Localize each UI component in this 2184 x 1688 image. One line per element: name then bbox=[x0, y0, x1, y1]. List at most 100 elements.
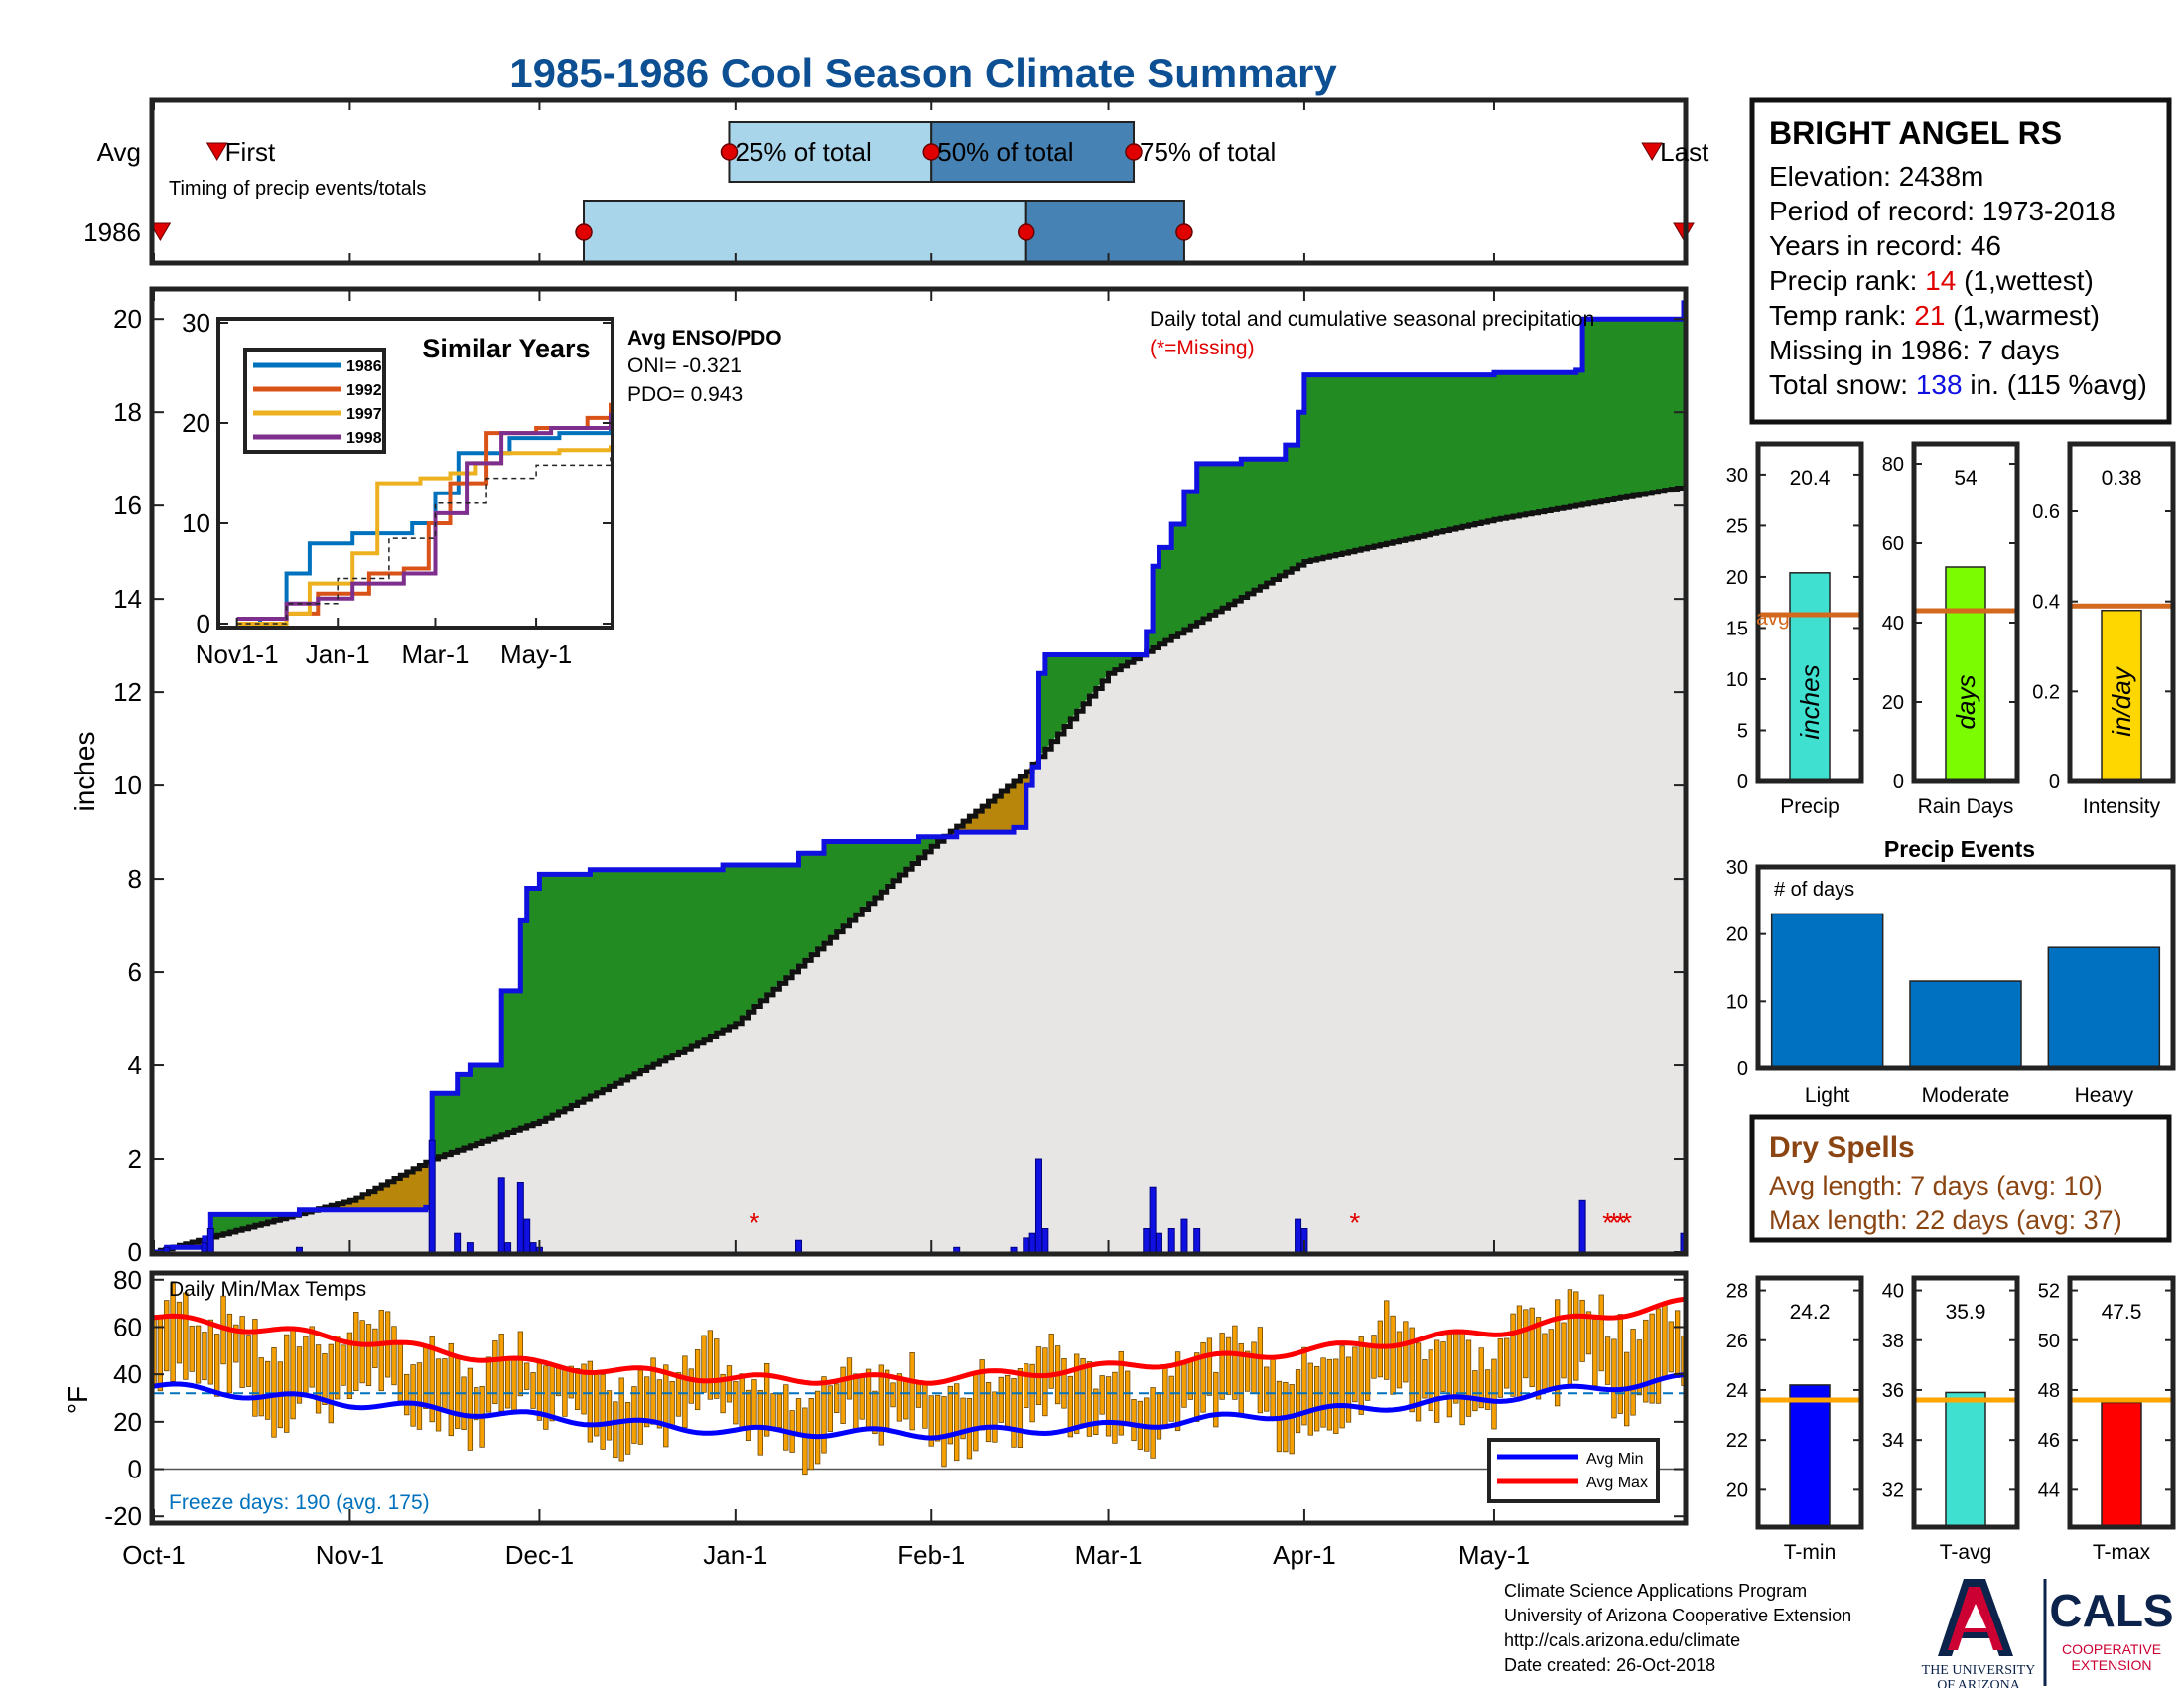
daily-temp-bar bbox=[568, 1365, 574, 1399]
daily-temp-bar bbox=[309, 1326, 315, 1388]
daily-temp-bar bbox=[1270, 1355, 1276, 1419]
surplus-area bbox=[659, 869, 667, 1061]
mini-tmin-ytick-label: 22 bbox=[1726, 1430, 1748, 1452]
main-ytick-label: 18 bbox=[113, 397, 142, 427]
missing-day-marker: * bbox=[1609, 1207, 1620, 1238]
main-ytick-label: 10 bbox=[113, 771, 142, 800]
mini-intensity-inner-label: in/day bbox=[2107, 665, 2136, 736]
surplus-area bbox=[1222, 463, 1230, 609]
surplus-area bbox=[1474, 374, 1482, 524]
daily-precip-bar bbox=[1143, 1228, 1151, 1253]
daily-precip-bar bbox=[206, 1228, 214, 1253]
daily-temp-bar bbox=[1314, 1365, 1320, 1432]
surplus-area bbox=[779, 864, 787, 984]
surplus-area bbox=[868, 841, 876, 904]
station-info-box: BRIGHT ANGEL RS Elevation: 2438m Period … bbox=[1749, 97, 2172, 425]
daily-temp-bar bbox=[941, 1396, 947, 1468]
daily-temp-bar bbox=[1333, 1358, 1339, 1434]
daily-temp-bar bbox=[365, 1324, 372, 1386]
surplus-area bbox=[1260, 459, 1268, 587]
surplus-area bbox=[766, 864, 774, 995]
daily-temp-bar bbox=[1465, 1339, 1472, 1417]
main-ytick-label: 4 bbox=[128, 1051, 142, 1080]
enso-pdo: PDO= 0.943 bbox=[627, 383, 743, 406]
mini-precip-ytick-label: 0 bbox=[1737, 772, 1748, 793]
daily-temp-bar bbox=[1264, 1366, 1270, 1412]
main-legend-title: Daily total and cumulative seasonal prec… bbox=[1150, 308, 1594, 331]
daily-temp-bar bbox=[1345, 1356, 1352, 1423]
daily-temp-bar bbox=[1542, 1333, 1548, 1392]
mini-tmin-ytick-label: 26 bbox=[1726, 1331, 1748, 1352]
mini-rain-bar bbox=[1945, 566, 1986, 782]
temperature-panel: -20 0 20 40 60 80 Oct-1 Nov-1 Dec-1 Jan-1 Feb-1 Mar… bbox=[63, 1265, 1689, 1570]
x-axis-tick-label: Oct-1 bbox=[122, 1540, 186, 1570]
surplus-area bbox=[1209, 463, 1217, 616]
daily-temp-bar bbox=[581, 1363, 587, 1415]
daily-temp-bar bbox=[1048, 1334, 1054, 1389]
surplus-area bbox=[1626, 319, 1634, 497]
timing-year-p50-marker bbox=[1018, 223, 1035, 241]
daily-temp-bar bbox=[492, 1340, 498, 1405]
daily-temp-bar bbox=[524, 1362, 530, 1390]
daily-temp-bar bbox=[543, 1365, 549, 1430]
surplus-area bbox=[1538, 372, 1546, 512]
avg-min-line bbox=[153, 1372, 1685, 1441]
events-title: Precip Events bbox=[1884, 836, 2035, 862]
events-bar-light bbox=[1770, 913, 1884, 1069]
surplus-area bbox=[753, 864, 761, 1007]
daily-temp-bar bbox=[1434, 1339, 1440, 1423]
dry-spells-title: Dry Spells bbox=[1769, 1131, 1915, 1164]
mini-tavg-ytick-label: 32 bbox=[1882, 1479, 1904, 1501]
avg-cumulative-area bbox=[154, 487, 1684, 1252]
mini-tavg-frame bbox=[1911, 1275, 2020, 1530]
daily-temp-bar bbox=[915, 1383, 922, 1408]
timing-row-year-label: 1986 bbox=[83, 217, 141, 247]
daily-temp-bar bbox=[928, 1395, 934, 1447]
daily-temp-bar bbox=[606, 1390, 613, 1441]
inset-title: Similar Years bbox=[422, 334, 590, 363]
daily-temp-bar bbox=[1484, 1369, 1491, 1410]
daily-precip-bar bbox=[1180, 1218, 1188, 1253]
daily-temp-bar bbox=[1244, 1350, 1251, 1392]
surplus-area bbox=[1044, 654, 1052, 750]
surplus-area bbox=[609, 869, 616, 1087]
mini-tmax-ytick-label: 50 bbox=[2038, 1331, 2060, 1352]
mini-rain-xlabel: Rain Days bbox=[1918, 795, 2014, 818]
surplus-area bbox=[1658, 319, 1666, 492]
daily-temp-bar bbox=[474, 1387, 479, 1421]
daily-precip-bar bbox=[529, 1242, 537, 1253]
daily-temp-bar bbox=[613, 1401, 618, 1459]
surplus-area bbox=[1253, 459, 1261, 591]
daily-temp-bar bbox=[650, 1357, 656, 1425]
surplus-area bbox=[1418, 374, 1426, 537]
surplus-area bbox=[653, 869, 661, 1065]
daily-temp-bar bbox=[1358, 1336, 1364, 1415]
daily-temp-bar bbox=[296, 1346, 303, 1404]
surplus-area bbox=[1234, 463, 1242, 602]
daily-temp-bar bbox=[455, 1354, 461, 1429]
footer: Climate Science Applications Program Uni… bbox=[1504, 1579, 2174, 1688]
daily-precip-bar bbox=[1041, 1228, 1049, 1253]
timing-row-avg-label: Avg bbox=[97, 137, 141, 167]
daily-temp-bar bbox=[992, 1391, 998, 1443]
events-xlabel: Heavy bbox=[2075, 1084, 2134, 1107]
daily-temp-bar bbox=[328, 1343, 334, 1424]
daily-temp-bar bbox=[1295, 1369, 1301, 1434]
daily-temp-bar bbox=[1585, 1311, 1592, 1355]
daily-temp-bar bbox=[751, 1379, 757, 1427]
daily-temp-bar bbox=[207, 1319, 213, 1385]
surplus-area bbox=[1664, 319, 1672, 491]
daily-precip-bar bbox=[466, 1242, 474, 1253]
daily-temp-bar bbox=[435, 1358, 442, 1432]
surplus-area bbox=[533, 888, 541, 1124]
daily-temp-bar bbox=[1478, 1347, 1484, 1409]
daily-temp-bar bbox=[416, 1362, 423, 1430]
daily-temp-bar bbox=[1206, 1337, 1213, 1396]
daily-temp-bar bbox=[372, 1328, 378, 1368]
daily-temp-bar bbox=[821, 1376, 827, 1454]
surplus-area bbox=[703, 869, 711, 1040]
surplus-area bbox=[451, 1093, 459, 1153]
surplus-area bbox=[678, 869, 686, 1053]
daily-precip-bar bbox=[1028, 1232, 1036, 1253]
station-elevation: Elevation: 2438m bbox=[1769, 161, 1983, 192]
